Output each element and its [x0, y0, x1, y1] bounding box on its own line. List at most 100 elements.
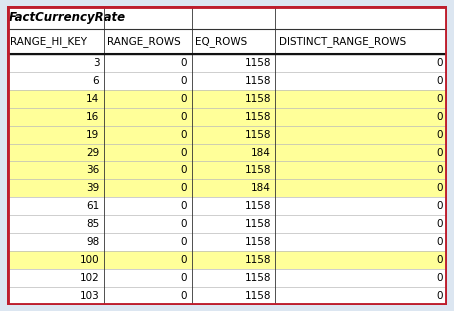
Bar — [7, 72, 104, 90]
Text: 0: 0 — [436, 165, 443, 175]
Text: 29: 29 — [86, 147, 99, 157]
Text: 1158: 1158 — [245, 237, 271, 247]
Text: 1158: 1158 — [245, 255, 271, 265]
Bar — [7, 108, 104, 126]
Text: 0: 0 — [436, 201, 443, 211]
Text: 0: 0 — [181, 273, 188, 283]
Bar — [104, 233, 192, 251]
Bar — [192, 161, 276, 179]
Text: 1158: 1158 — [245, 58, 271, 68]
Text: FactCurrencyRate: FactCurrencyRate — [9, 11, 126, 24]
Bar — [192, 215, 276, 233]
Text: EQ_ROWS: EQ_ROWS — [195, 36, 247, 47]
Bar — [7, 269, 104, 287]
Text: 98: 98 — [86, 237, 99, 247]
Bar — [7, 197, 104, 215]
Text: 85: 85 — [86, 219, 99, 229]
Bar — [104, 54, 192, 72]
Text: 1158: 1158 — [245, 291, 271, 301]
Bar — [7, 287, 104, 305]
Bar — [104, 287, 192, 305]
Text: 0: 0 — [436, 183, 443, 193]
Text: DISTINCT_RANGE_ROWS: DISTINCT_RANGE_ROWS — [278, 36, 406, 47]
Bar — [276, 54, 447, 72]
Bar — [276, 251, 447, 269]
Text: 36: 36 — [86, 165, 99, 175]
Text: 1158: 1158 — [245, 76, 271, 86]
Bar — [7, 29, 104, 54]
Text: 0: 0 — [181, 291, 188, 301]
Text: 0: 0 — [436, 255, 443, 265]
Text: 0: 0 — [436, 76, 443, 86]
Bar — [276, 72, 447, 90]
Bar — [104, 197, 192, 215]
Text: 0: 0 — [181, 237, 188, 247]
Bar — [276, 269, 447, 287]
Text: 0: 0 — [181, 76, 188, 86]
Text: 1158: 1158 — [245, 273, 271, 283]
Text: 16: 16 — [86, 112, 99, 122]
Bar — [7, 54, 447, 305]
Bar — [192, 251, 276, 269]
Bar — [276, 126, 447, 144]
Text: 0: 0 — [181, 147, 188, 157]
Bar — [192, 54, 276, 72]
Bar — [7, 144, 104, 161]
Bar — [276, 197, 447, 215]
Text: 0: 0 — [436, 112, 443, 122]
Bar — [276, 179, 447, 197]
Text: 61: 61 — [86, 201, 99, 211]
Text: 103: 103 — [79, 291, 99, 301]
Bar — [7, 54, 104, 72]
Bar — [7, 233, 104, 251]
Bar — [104, 90, 192, 108]
Bar — [192, 233, 276, 251]
Bar — [276, 233, 447, 251]
Text: RANGE_HI_KEY: RANGE_HI_KEY — [10, 36, 87, 47]
Text: 1158: 1158 — [245, 94, 271, 104]
Text: 6: 6 — [93, 76, 99, 86]
Text: 0: 0 — [181, 58, 188, 68]
Bar — [104, 251, 192, 269]
Bar — [7, 215, 104, 233]
Text: 19: 19 — [86, 130, 99, 140]
Text: 0: 0 — [181, 165, 188, 175]
Bar — [276, 90, 447, 108]
Text: 0: 0 — [436, 130, 443, 140]
Text: 0: 0 — [436, 237, 443, 247]
Bar — [104, 269, 192, 287]
Bar — [192, 144, 276, 161]
Bar — [104, 161, 192, 179]
Text: 0: 0 — [181, 201, 188, 211]
Text: 0: 0 — [181, 255, 188, 265]
Bar — [7, 90, 104, 108]
Text: 0: 0 — [436, 291, 443, 301]
Bar — [276, 29, 447, 54]
Bar — [104, 72, 192, 90]
Bar — [276, 161, 447, 179]
Text: 39: 39 — [86, 183, 99, 193]
Text: 0: 0 — [436, 147, 443, 157]
Bar — [276, 215, 447, 233]
Text: 0: 0 — [181, 219, 188, 229]
Bar — [192, 179, 276, 197]
Text: 0: 0 — [436, 58, 443, 68]
Text: 1158: 1158 — [245, 130, 271, 140]
Bar — [192, 197, 276, 215]
Bar — [192, 269, 276, 287]
Bar — [276, 287, 447, 305]
Bar — [104, 144, 192, 161]
Bar — [192, 287, 276, 305]
Bar — [7, 6, 447, 29]
Bar — [276, 108, 447, 126]
Bar — [7, 161, 104, 179]
Text: 184: 184 — [251, 183, 271, 193]
Text: 14: 14 — [86, 94, 99, 104]
Bar — [104, 215, 192, 233]
Text: 0: 0 — [436, 94, 443, 104]
Bar — [192, 108, 276, 126]
Bar — [104, 179, 192, 197]
Bar — [7, 126, 104, 144]
Text: 0: 0 — [436, 273, 443, 283]
Text: 100: 100 — [79, 255, 99, 265]
